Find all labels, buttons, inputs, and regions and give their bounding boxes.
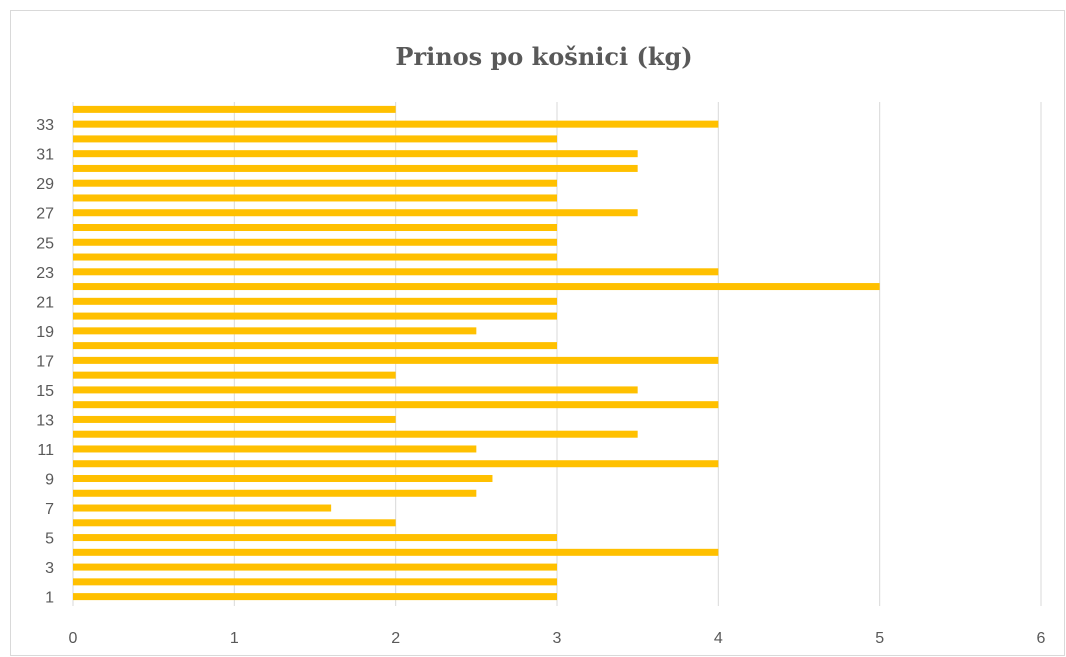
y-tick-label: 31 bbox=[36, 147, 54, 164]
bar-21 bbox=[73, 297, 557, 305]
bar-8 bbox=[73, 489, 477, 497]
chart-title: Prinos po košnici (kg) bbox=[395, 42, 692, 71]
bar-19 bbox=[73, 327, 477, 335]
y-tick-label: 19 bbox=[36, 324, 54, 341]
bar-18 bbox=[73, 342, 557, 350]
bar-13 bbox=[73, 415, 396, 423]
x-axis-ticks: 0 1 2 3 4 5 6 bbox=[69, 630, 1046, 647]
x-tick-label: 6 bbox=[1037, 630, 1046, 647]
bar-4 bbox=[73, 548, 719, 556]
bar-12 bbox=[73, 430, 638, 438]
bar-26 bbox=[73, 224, 557, 231]
bar-11 bbox=[73, 445, 477, 453]
bars bbox=[73, 105, 880, 601]
x-tick-label: 5 bbox=[875, 630, 884, 647]
y-tick-label: 29 bbox=[36, 176, 54, 193]
bar-27 bbox=[73, 209, 638, 217]
y-tick-label: 21 bbox=[36, 294, 54, 311]
y-tick-label: 23 bbox=[36, 265, 54, 282]
x-tick-label: 2 bbox=[391, 630, 400, 647]
x-tick-label: 3 bbox=[553, 630, 562, 647]
bar-17 bbox=[73, 356, 719, 364]
bar-25 bbox=[73, 238, 557, 246]
bar-30 bbox=[73, 164, 638, 172]
y-tick-label: 9 bbox=[45, 472, 54, 489]
bar-10 bbox=[73, 460, 719, 468]
y-tick-label: 17 bbox=[36, 353, 54, 370]
y-tick-label: 15 bbox=[36, 383, 54, 400]
y-tick-label: 13 bbox=[36, 412, 54, 429]
x-tick-label: 4 bbox=[714, 630, 723, 647]
bar-22 bbox=[73, 283, 880, 291]
y-tick-label: 3 bbox=[45, 560, 54, 577]
bar-3 bbox=[73, 563, 557, 571]
bar-14 bbox=[73, 401, 719, 409]
bar-1 bbox=[73, 593, 557, 601]
x-tick-label: 1 bbox=[230, 630, 239, 647]
bar-9 bbox=[73, 475, 493, 482]
y-tick-label: 27 bbox=[36, 206, 54, 223]
y-tick-label: 5 bbox=[45, 531, 54, 548]
bar-33 bbox=[73, 120, 719, 128]
y-tick-label: 1 bbox=[45, 590, 54, 607]
y-tick-label: 7 bbox=[45, 501, 54, 518]
bar-5 bbox=[73, 534, 557, 542]
bar-29 bbox=[73, 179, 557, 187]
y-tick-label: 33 bbox=[36, 117, 54, 134]
bar-24 bbox=[73, 253, 557, 261]
bar-23 bbox=[73, 268, 719, 276]
gridlines bbox=[72, 102, 1042, 606]
bar-32 bbox=[73, 135, 557, 143]
x-tick-label: 0 bbox=[69, 630, 78, 647]
bar-31 bbox=[73, 150, 638, 158]
bar-6 bbox=[73, 519, 396, 527]
y-tick-label: 11 bbox=[37, 442, 54, 459]
bar-20 bbox=[73, 312, 557, 320]
bar-16 bbox=[73, 371, 396, 379]
bar-7 bbox=[73, 504, 332, 512]
bar-34 bbox=[73, 105, 396, 113]
bar-15 bbox=[73, 386, 638, 394]
y-tick-label: 25 bbox=[36, 235, 54, 252]
bar-2 bbox=[73, 578, 557, 586]
bar-28 bbox=[73, 194, 557, 202]
